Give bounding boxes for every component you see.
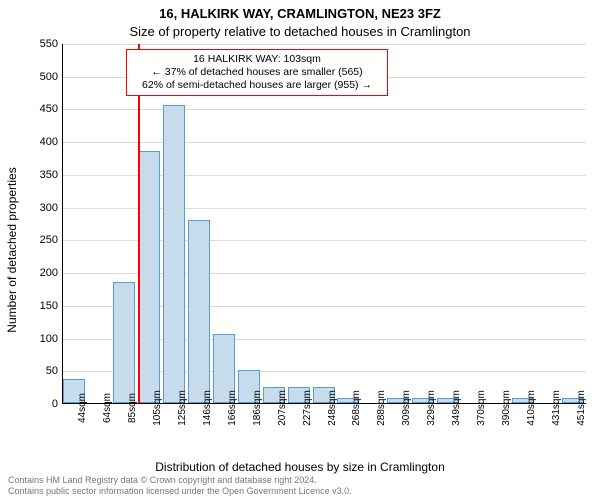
gridline <box>63 142 586 143</box>
x-tick-label: 410sqm <box>526 390 537 426</box>
y-tick-label: 150 <box>40 300 58 312</box>
gridline <box>63 109 586 110</box>
x-tick-label: 309sqm <box>401 390 412 426</box>
x-tick-label: 207sqm <box>277 390 288 426</box>
histogram-bar <box>163 105 185 403</box>
footer-line-1: Contains HM Land Registry data © Crown c… <box>8 475 592 485</box>
y-tick-label: 300 <box>40 202 58 214</box>
histogram-bar <box>113 282 135 403</box>
chart-title-sub: Size of property relative to detached ho… <box>0 24 600 39</box>
y-tick-label: 100 <box>40 333 58 345</box>
x-tick-label: 451sqm <box>576 390 587 426</box>
histogram-bar <box>138 151 160 403</box>
y-tick-label: 200 <box>40 267 58 279</box>
x-tick-label: 125sqm <box>177 390 188 426</box>
x-tick-label: 85sqm <box>127 393 138 423</box>
y-tick-label: 400 <box>40 136 58 148</box>
y-tick-label: 500 <box>40 71 58 83</box>
x-tick-label: 64sqm <box>102 393 113 423</box>
histogram-bar <box>188 220 210 403</box>
x-tick-label: 248sqm <box>327 390 338 426</box>
y-tick-label: 550 <box>40 38 58 50</box>
chart-footer: Contains HM Land Registry data © Crown c… <box>8 475 592 496</box>
x-tick-label: 431sqm <box>551 390 562 426</box>
annotation-line-1: 16 HALKIRK WAY: 103sqm <box>133 53 381 66</box>
annotation-box: 16 HALKIRK WAY: 103sqm ← 37% of detached… <box>126 49 388 96</box>
chart-title-main: 16, HALKIRK WAY, CRAMLINGTON, NE23 3FZ <box>0 6 600 21</box>
x-tick-label: 288sqm <box>376 390 387 426</box>
footer-line-2: Contains public sector information licen… <box>8 486 592 496</box>
y-tick-label: 50 <box>46 365 58 377</box>
y-tick-label: 450 <box>40 103 58 115</box>
x-tick-label: 166sqm <box>227 390 238 426</box>
annotation-line-3: 62% of semi-detached houses are larger (… <box>133 79 381 92</box>
x-tick-label: 44sqm <box>77 393 88 423</box>
x-tick-label: 186sqm <box>252 390 263 426</box>
y-axis-label: Number of detached properties <box>5 167 19 332</box>
x-axis-label: Distribution of detached houses by size … <box>0 460 600 474</box>
annotation-line-2: ← 37% of detached houses are smaller (56… <box>133 66 381 79</box>
reference-line <box>138 44 140 403</box>
y-tick-label: 0 <box>52 398 58 410</box>
x-tick-label: 146sqm <box>202 390 213 426</box>
x-tick-label: 105sqm <box>152 390 163 426</box>
x-tick-label: 370sqm <box>476 390 487 426</box>
gridline <box>63 44 586 45</box>
x-tick-label: 390sqm <box>501 390 512 426</box>
plot-area <box>62 44 586 404</box>
x-tick-label: 268sqm <box>351 390 362 426</box>
y-tick-label: 250 <box>40 234 58 246</box>
x-tick-label: 349sqm <box>451 390 462 426</box>
x-tick-label: 329sqm <box>426 390 437 426</box>
x-tick-label: 227sqm <box>302 390 313 426</box>
y-tick-label: 350 <box>40 169 58 181</box>
